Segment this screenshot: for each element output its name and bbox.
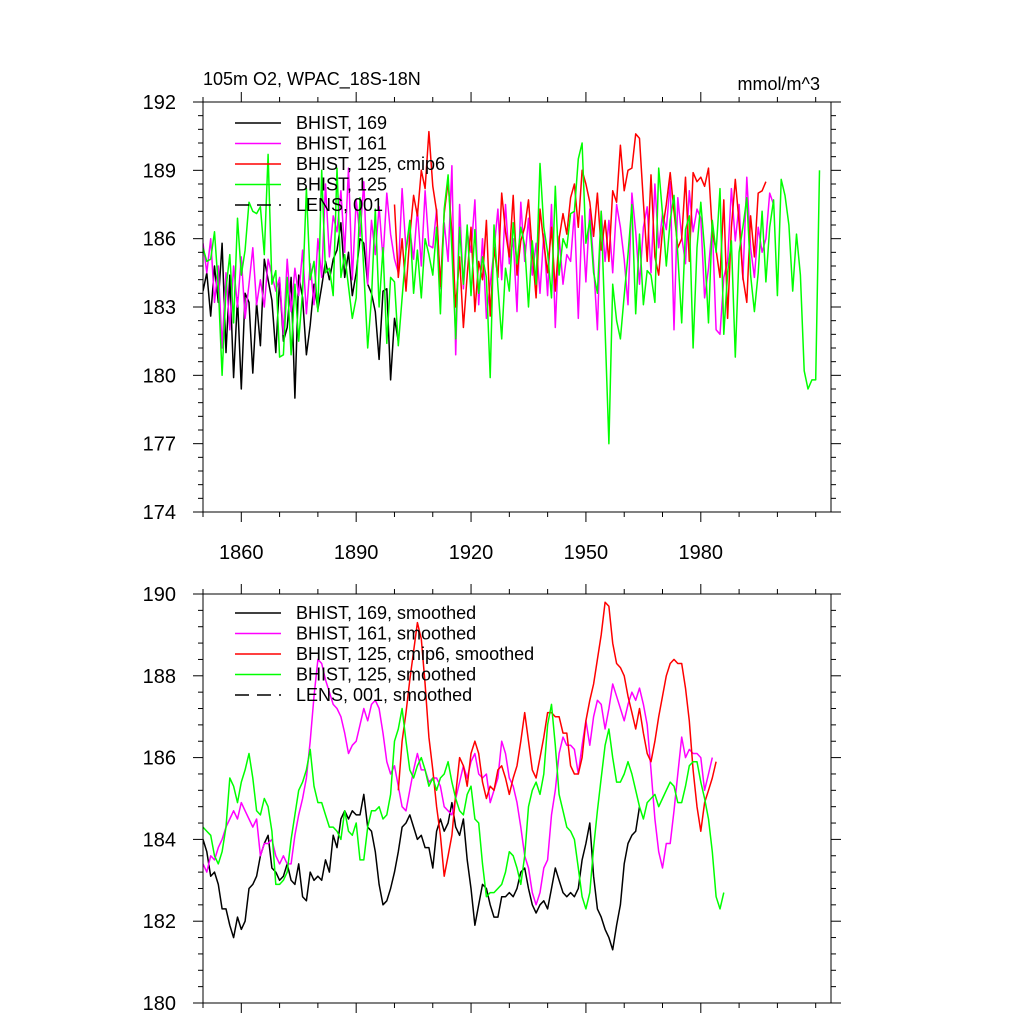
y-tick-label: 182 (143, 911, 176, 933)
y-tick-label: 186 (143, 748, 176, 770)
x-tick-label: 1980 (679, 542, 724, 564)
y-tick-label: 174 (143, 502, 176, 524)
y-tick-label: 190 (143, 584, 176, 606)
legend-label: LENS, 001 (296, 195, 383, 215)
series-line-2 (397, 601, 717, 877)
legend-label: BHIST, 169 (296, 113, 387, 133)
series-line-3 (203, 703, 725, 910)
y-tick-label: 186 (143, 229, 176, 251)
y-tick-label: 177 (143, 434, 176, 456)
series-line-0 (203, 793, 641, 951)
x-tick-label: 1920 (449, 542, 494, 564)
series-line-0 (203, 221, 400, 399)
y-tick-label: 189 (143, 160, 176, 182)
legend-label: BHIST, 161, smoothed (296, 624, 476, 644)
x-tick-label: 1890 (334, 542, 379, 564)
series-line-1 (203, 165, 775, 356)
legend-label: BHIST, 169, smoothed (296, 603, 476, 623)
y-tick-label: 184 (143, 829, 176, 851)
panel-top: 105m O2, WPAC_18S-18N mmol/m^3 174 177 180… (143, 69, 841, 564)
y-tick-label: 180 (143, 365, 176, 387)
y-tick-label: 183 (143, 297, 176, 319)
y-tick-label: 192 (143, 92, 176, 114)
legend-label: BHIST, 125, smoothed (296, 665, 476, 685)
series-line-3 (203, 142, 821, 445)
units-label: mmol/m^3 (738, 74, 820, 94)
x-tick-label: 1860 (219, 542, 264, 564)
series-lines (203, 130, 821, 445)
legend-label: BHIST, 125 (296, 175, 387, 195)
series-lines (203, 601, 725, 951)
series-line-2 (393, 130, 767, 329)
y-tick-label: 180 (143, 993, 176, 1015)
legend-label: BHIST, 125, cmip6 (296, 154, 445, 174)
chart-title: 105m O2, WPAC_18S-18N (203, 69, 421, 90)
x-tick-label: 1950 (564, 542, 609, 564)
y-tick-label: 188 (143, 666, 176, 688)
plot-frame (202, 593, 832, 1004)
legend-label: BHIST, 125, cmip6, smoothed (296, 644, 534, 664)
legend-label: BHIST, 161 (296, 134, 387, 154)
legend-label: LENS, 001, smoothed (296, 685, 472, 705)
